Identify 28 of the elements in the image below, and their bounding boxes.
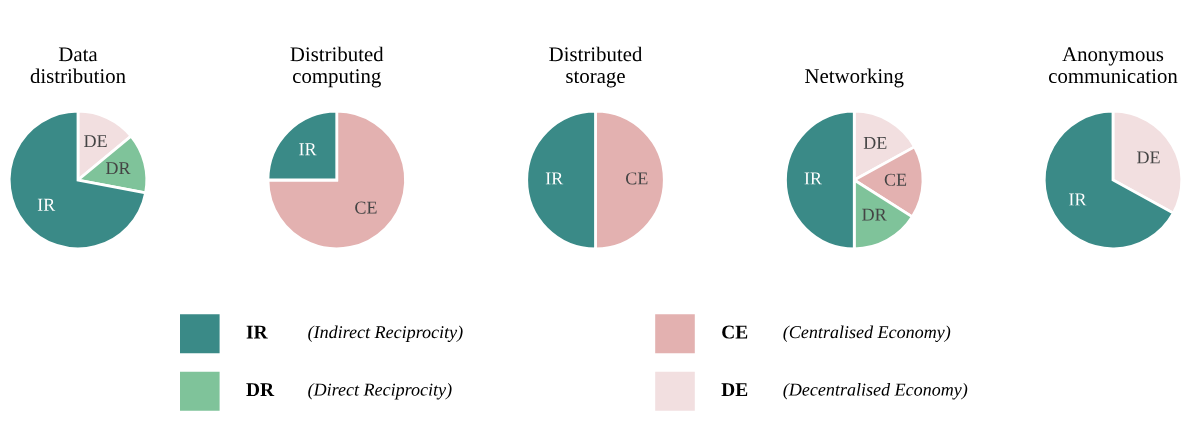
slice-label: DR — [105, 162, 131, 175]
text: (Direct Reciprocity) — [308, 383, 452, 400]
slice-label: IR — [1069, 193, 1087, 206]
slice-label: DE — [84, 135, 107, 148]
slice-label: CE — [625, 172, 648, 185]
chart-title: Anonymous communication — [1048, 47, 1178, 84]
slice-label: IR — [804, 172, 822, 185]
category-label: DR — [246, 383, 275, 396]
slice-label: DR — [862, 208, 887, 221]
slice-label: IR — [545, 172, 564, 185]
pie-slice — [266, 109, 407, 251]
slice-label: IR — [37, 198, 56, 211]
chart-title: Distributed storage — [549, 46, 643, 88]
slice-label: IR — [299, 143, 317, 156]
chart-title: Networking — [805, 68, 904, 88]
text: (Indirect Reciprocity) — [308, 325, 463, 342]
pie-slice — [7, 109, 147, 251]
chart-title: Data distribution — [30, 47, 126, 84]
category-label: IR — [246, 325, 268, 339]
category-label: DE — [721, 383, 748, 396]
slice-label: CE — [884, 173, 907, 186]
text: (Centralised Economy) — [783, 325, 951, 342]
slice-label: DE — [1137, 151, 1160, 164]
category-label: CE — [722, 325, 748, 339]
chart-title: Distributed computing — [290, 46, 384, 88]
text: (Decentralised Economy) — [783, 383, 968, 400]
slice-label: DE — [863, 136, 887, 149]
slice-label: CE — [355, 201, 377, 214]
